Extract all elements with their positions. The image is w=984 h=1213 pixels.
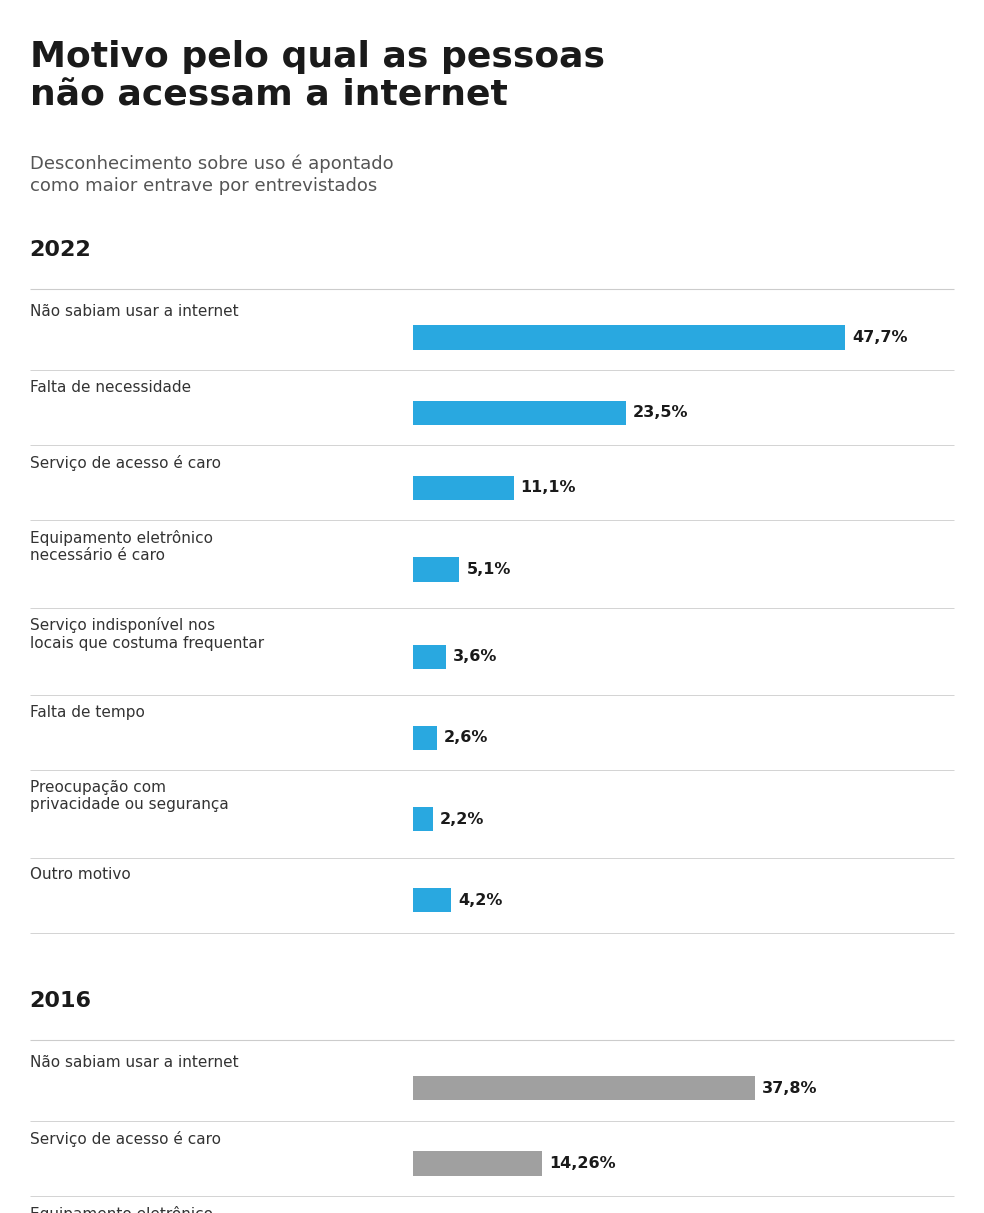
Text: Serviço indisponível nos
locais que costuma frequentar: Serviço indisponível nos locais que cost…	[30, 617, 264, 651]
Text: 4,2%: 4,2%	[459, 893, 503, 907]
Text: Serviço de acesso é caro: Serviço de acesso é caro	[30, 1131, 220, 1146]
Bar	[413, 557, 460, 581]
Bar	[413, 475, 514, 500]
Text: 2,2%: 2,2%	[440, 811, 484, 827]
Text: Falta de necessidade: Falta de necessidade	[30, 380, 191, 394]
Bar	[413, 1076, 756, 1100]
Text: Motivo pelo qual as pessoas
não acessam a internet: Motivo pelo qual as pessoas não acessam …	[30, 40, 604, 112]
Text: Preocupação com
privacidade ou segurança: Preocupação com privacidade ou segurança	[30, 780, 228, 813]
Text: 14,26%: 14,26%	[549, 1156, 616, 1171]
Bar	[413, 644, 446, 668]
Text: Não sabiam usar a internet: Não sabiam usar a internet	[30, 304, 238, 319]
Text: 3,6%: 3,6%	[453, 649, 497, 665]
Bar	[413, 725, 437, 750]
Text: Outro motivo: Outro motivo	[30, 867, 130, 882]
Text: 11,1%: 11,1%	[521, 480, 577, 495]
Text: 2022: 2022	[30, 240, 92, 260]
Text: Falta de tempo: Falta de tempo	[30, 705, 145, 719]
Bar	[413, 807, 433, 831]
Text: Equipamento eletrônico
necessário é caro: Equipamento eletrônico necessário é caro	[30, 530, 213, 564]
Text: 47,7%: 47,7%	[852, 330, 907, 344]
Text: 23,5%: 23,5%	[633, 405, 689, 420]
Bar	[413, 1151, 542, 1175]
Text: Equipamento eletrônico
necessário é caro: Equipamento eletrônico necessário é caro	[30, 1206, 213, 1213]
Text: 2,6%: 2,6%	[444, 730, 488, 745]
Bar	[413, 400, 626, 425]
Text: Desconhecimento sobre uso é apontado
como maior entrave por entrevistados: Desconhecimento sobre uso é apontado com…	[30, 154, 394, 195]
Text: Não sabiam usar a internet: Não sabiam usar a internet	[30, 1055, 238, 1070]
Bar	[413, 325, 845, 349]
Text: 5,1%: 5,1%	[466, 562, 511, 577]
Text: 37,8%: 37,8%	[763, 1081, 818, 1095]
Text: 2016: 2016	[30, 991, 92, 1010]
Text: Serviço de acesso é caro: Serviço de acesso é caro	[30, 455, 220, 471]
Bar	[413, 888, 452, 912]
